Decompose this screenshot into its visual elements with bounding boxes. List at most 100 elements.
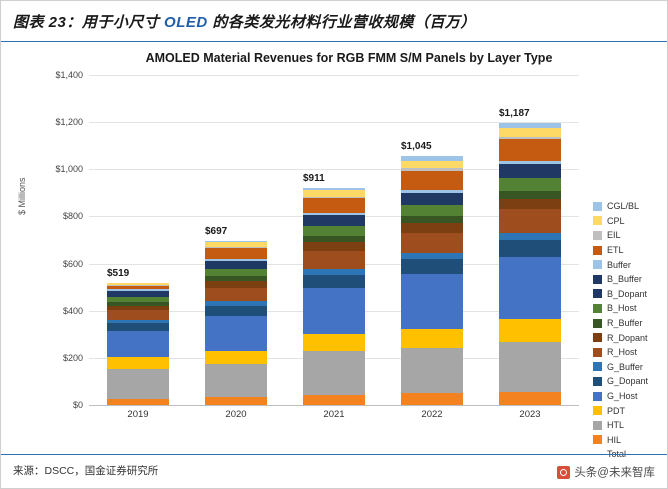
bar-segment-eil[interactable] (401, 168, 463, 171)
bar-segment-cgl-bl[interactable] (401, 156, 463, 161)
bar-segment-r-host[interactable] (303, 250, 365, 270)
bar-segment-r-dopant[interactable] (205, 281, 267, 288)
bar-segment-b-buffer[interactable] (205, 260, 267, 264)
bar-segment-etl[interactable] (401, 170, 463, 190)
bar-segment-buffer[interactable] (401, 189, 463, 193)
legend-item-b-buffer[interactable]: B_Buffer (593, 272, 668, 287)
bar-segment-b-host[interactable] (401, 204, 463, 217)
bar-segment-g-dopant[interactable] (205, 305, 267, 317)
bar-segment-etl[interactable] (303, 198, 365, 213)
bar-column[interactable]: $1,045 (401, 75, 463, 405)
bar-segment-etl[interactable] (205, 248, 267, 259)
bar-segment-b-buffer[interactable] (401, 192, 463, 197)
bar-segment-b-dopant[interactable] (499, 168, 561, 179)
bar-column[interactable]: $519 (107, 75, 169, 405)
bar-segment-b-buffer[interactable] (303, 215, 365, 219)
bar-segment-g-buffer[interactable] (205, 301, 267, 306)
bar-segment-cpl[interactable] (401, 160, 463, 169)
bar-segment-g-buffer[interactable] (303, 269, 365, 275)
legend-item-r-dopant[interactable]: R_Dopant (593, 330, 668, 345)
legend-item-g-dopant[interactable]: G_Dopant (593, 374, 668, 389)
bar-segment-etl[interactable] (107, 285, 169, 290)
legend-item-b-host[interactable]: B_Host (593, 301, 668, 316)
bar-segment-hil[interactable] (303, 395, 365, 405)
bar-segment-cpl[interactable] (303, 190, 365, 197)
bar-segment-g-dopant[interactable] (107, 323, 169, 332)
bar-segment-b-dopant[interactable] (303, 218, 365, 227)
bar-segment-b-dopant[interactable] (401, 196, 463, 205)
bar-segment-cgl-bl[interactable] (303, 188, 365, 191)
bar-segment-r-buffer[interactable] (205, 276, 267, 282)
legend-item-g-buffer[interactable]: G_Buffer (593, 360, 668, 375)
bar-segment-pdt[interactable] (303, 334, 365, 352)
legend-item-r-buffer[interactable]: R_Buffer (593, 316, 668, 331)
bar-segment-etl[interactable] (499, 139, 561, 162)
bar-segment-r-buffer[interactable] (499, 190, 561, 199)
bar-segment-g-host[interactable] (205, 316, 267, 352)
legend-item-cgl-bl[interactable]: CGL/BL (593, 199, 668, 214)
bar-segment-buffer[interactable] (205, 258, 267, 261)
bar-column[interactable]: $1,187 (499, 75, 561, 405)
bar-segment-r-buffer[interactable] (303, 236, 365, 243)
bar-segment-g-dopant[interactable] (401, 259, 463, 275)
bar-segment-htl[interactable] (499, 341, 561, 393)
bar-segment-cpl[interactable] (107, 283, 169, 285)
bar-segment-g-buffer[interactable] (499, 232, 561, 241)
bar-segment-hil[interactable] (499, 392, 561, 405)
bar-segment-cgl-bl[interactable] (107, 282, 169, 284)
legend-item-cpl[interactable]: CPL (593, 214, 668, 229)
bar-segment-b-buffer[interactable] (499, 164, 561, 169)
bar-segment-eil[interactable] (107, 284, 169, 286)
bar-segment-b-dopant[interactable] (107, 292, 169, 297)
bar-segment-r-host[interactable] (107, 310, 169, 321)
bar-segment-g-host[interactable] (303, 288, 365, 335)
bar-segment-g-dopant[interactable] (499, 240, 561, 257)
bar-segment-eil[interactable] (303, 196, 365, 199)
bar-segment-b-dopant[interactable] (205, 263, 267, 269)
bar-segment-b-host[interactable] (303, 226, 365, 237)
bar-segment-eil[interactable] (499, 137, 561, 140)
bar-column[interactable]: $911 (303, 75, 365, 405)
bar-segment-buffer[interactable] (107, 289, 169, 291)
bar-segment-r-dopant[interactable] (499, 198, 561, 210)
bar-segment-htl[interactable] (205, 364, 267, 398)
bar-segment-g-host[interactable] (499, 257, 561, 320)
legend-item-buffer[interactable]: Buffer (593, 257, 668, 272)
bar-segment-buffer[interactable] (499, 161, 561, 165)
bar-segment-htl[interactable] (401, 348, 463, 394)
legend-item-htl[interactable]: HTL (593, 418, 668, 433)
legend-item-r-host[interactable]: R_Host (593, 345, 668, 360)
bar-segment-pdt[interactable] (499, 319, 561, 342)
bar-segment-cgl-bl[interactable] (499, 123, 561, 129)
bar-segment-b-buffer[interactable] (107, 290, 169, 293)
bar-segment-r-dopant[interactable] (401, 223, 463, 233)
bar-segment-pdt[interactable] (205, 351, 267, 364)
bar-segment-pdt[interactable] (107, 357, 169, 369)
bar-segment-r-host[interactable] (401, 232, 463, 254)
bar-segment-htl[interactable] (303, 351, 365, 396)
bar-segment-g-dopant[interactable] (303, 274, 365, 289)
bar-segment-hil[interactable] (107, 399, 169, 405)
bar-segment-eil[interactable] (205, 246, 267, 249)
bar-segment-r-host[interactable] (205, 287, 267, 302)
bar-segment-b-host[interactable] (205, 268, 267, 277)
bar-segment-r-buffer[interactable] (107, 302, 169, 306)
bar-segment-r-host[interactable] (499, 209, 561, 233)
bar-segment-cpl[interactable] (499, 128, 561, 138)
legend-item-pdt[interactable]: PDT (593, 403, 668, 418)
bar-segment-htl[interactable] (107, 368, 169, 400)
bar-segment-r-buffer[interactable] (401, 216, 463, 224)
bar-segment-b-host[interactable] (107, 296, 169, 303)
bar-segment-cgl-bl[interactable] (205, 240, 267, 243)
bar-segment-cpl[interactable] (205, 242, 267, 247)
bar-segment-r-dopant[interactable] (107, 305, 169, 311)
legend-item-b-dopant[interactable]: B_Dopant (593, 287, 668, 302)
bar-segment-hil[interactable] (205, 397, 267, 405)
bar-segment-g-buffer[interactable] (401, 253, 463, 260)
bar-segment-r-dopant[interactable] (303, 242, 365, 251)
bar-segment-buffer[interactable] (303, 213, 365, 216)
bar-segment-hil[interactable] (401, 393, 463, 405)
bar-segment-b-host[interactable] (499, 178, 561, 191)
legend-item-etl[interactable]: ETL (593, 243, 668, 258)
legend-item-eil[interactable]: EIL (593, 228, 668, 243)
